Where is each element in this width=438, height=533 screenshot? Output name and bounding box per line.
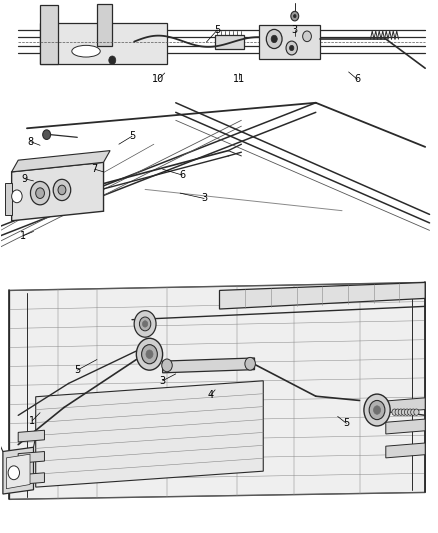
Circle shape — [363, 394, 389, 426]
Circle shape — [30, 181, 49, 205]
Polygon shape — [18, 430, 44, 442]
Polygon shape — [258, 25, 319, 59]
Polygon shape — [18, 451, 44, 463]
Circle shape — [266, 29, 282, 49]
Text: 5: 5 — [129, 131, 135, 141]
Circle shape — [397, 409, 403, 415]
Polygon shape — [18, 473, 44, 484]
Polygon shape — [219, 282, 424, 309]
Polygon shape — [215, 35, 243, 49]
Polygon shape — [97, 4, 112, 46]
Circle shape — [8, 466, 19, 480]
Circle shape — [146, 350, 152, 359]
Text: 1: 1 — [20, 231, 26, 241]
Circle shape — [139, 317, 150, 331]
Text: 6: 6 — [179, 170, 185, 180]
Circle shape — [109, 56, 116, 64]
Polygon shape — [35, 381, 263, 487]
Circle shape — [161, 359, 172, 372]
Text: 6: 6 — [353, 75, 360, 84]
Polygon shape — [5, 182, 12, 215]
Circle shape — [12, 190, 22, 203]
Circle shape — [134, 311, 155, 337]
Circle shape — [413, 409, 418, 415]
Circle shape — [53, 179, 71, 200]
Circle shape — [286, 41, 297, 55]
Circle shape — [58, 185, 66, 195]
Text: 5: 5 — [343, 418, 349, 429]
Circle shape — [35, 188, 44, 198]
Circle shape — [391, 409, 396, 415]
Text: 3: 3 — [291, 25, 297, 35]
Polygon shape — [3, 447, 33, 494]
Polygon shape — [40, 5, 57, 64]
Circle shape — [410, 409, 415, 415]
Circle shape — [368, 400, 384, 419]
Circle shape — [400, 409, 406, 415]
Polygon shape — [12, 163, 103, 221]
Polygon shape — [12, 151, 110, 172]
Circle shape — [403, 409, 409, 415]
Text: 11: 11 — [233, 75, 245, 84]
Polygon shape — [40, 23, 166, 64]
Circle shape — [293, 14, 295, 18]
Text: 4: 4 — [207, 390, 213, 400]
Circle shape — [271, 35, 277, 43]
Text: 3: 3 — [159, 376, 165, 386]
Text: 10: 10 — [152, 75, 164, 84]
Circle shape — [141, 345, 157, 364]
Text: 5: 5 — [214, 25, 220, 35]
Circle shape — [394, 409, 399, 415]
Text: 7: 7 — [92, 164, 98, 174]
Circle shape — [136, 338, 162, 370]
Polygon shape — [10, 282, 424, 499]
Circle shape — [42, 130, 50, 140]
Polygon shape — [385, 419, 424, 434]
Circle shape — [142, 321, 148, 327]
Polygon shape — [7, 454, 30, 489]
Text: 3: 3 — [201, 193, 207, 204]
Text: 1: 1 — [29, 416, 35, 426]
Text: 8: 8 — [27, 136, 33, 147]
Text: 9: 9 — [21, 174, 28, 184]
Circle shape — [289, 45, 293, 51]
Circle shape — [302, 31, 311, 42]
Circle shape — [406, 409, 412, 415]
Circle shape — [290, 11, 298, 21]
Polygon shape — [162, 358, 254, 373]
Circle shape — [373, 406, 380, 414]
Text: 5: 5 — [74, 365, 80, 375]
Ellipse shape — [72, 45, 100, 57]
Polygon shape — [385, 443, 424, 458]
Polygon shape — [385, 398, 424, 413]
Circle shape — [244, 358, 255, 370]
